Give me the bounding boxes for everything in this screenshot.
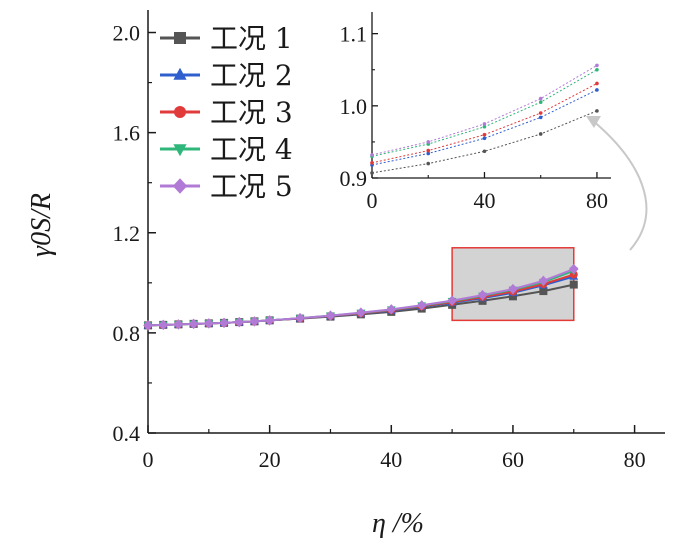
- legend-label: 工况 2: [210, 59, 293, 92]
- legend-item: 工况 5: [160, 170, 293, 203]
- inset-data-point: [370, 161, 374, 165]
- main-plot: 0 20 40 60 80 0.4 0.8 1.2 1.6 2.0: [113, 10, 665, 472]
- inset-series-line: [371, 110, 598, 174]
- data-point: [508, 292, 517, 301]
- y-axis-title: γ0S/R: [26, 193, 57, 257]
- inset-data-point: [538, 115, 543, 120]
- data-point: [143, 320, 153, 331]
- legend-swatch-marker: [173, 144, 187, 157]
- x-tick-label: 80: [624, 447, 646, 472]
- inset-data-point: [426, 161, 431, 166]
- inset-series-line: [371, 89, 598, 166]
- x-tick-label: 0: [143, 447, 154, 472]
- inset-data-point: [595, 81, 599, 86]
- data-point: [295, 312, 305, 324]
- y-tick-label: 1.2: [113, 221, 141, 246]
- legend-item: 工况 4: [160, 133, 293, 166]
- x-axis-title: η /%: [372, 508, 424, 539]
- inset-y-tick-label: 1.1: [340, 22, 368, 47]
- inset-data-point: [482, 149, 487, 154]
- inset-data-point: [482, 136, 487, 141]
- inset-data-point: [482, 124, 487, 129]
- legend-label: 工况 1: [210, 22, 293, 55]
- data-point: [539, 287, 548, 296]
- y-tick-label: 2.0: [113, 21, 141, 46]
- series-5: [143, 263, 579, 331]
- data-point: [173, 319, 184, 330]
- legend-item: 工况 1: [160, 22, 293, 55]
- inset-x-tick-label: 80: [586, 188, 608, 213]
- inset-data-point: [595, 109, 599, 113]
- data-point: [386, 304, 397, 315]
- inset-data-point: [370, 171, 374, 175]
- inset-data-point: [482, 122, 487, 126]
- data-point: [158, 319, 169, 331]
- y-tick-label: 0.8: [113, 321, 141, 346]
- inset-data-point: [538, 111, 543, 115]
- legend-label: 工况 4: [210, 133, 293, 166]
- legend-swatch-marker: [172, 178, 188, 194]
- data-point: [325, 310, 336, 321]
- legend-swatch-marker: [174, 32, 186, 44]
- data-point: [508, 283, 518, 295]
- data-point: [188, 318, 199, 330]
- data-point: [356, 307, 366, 318]
- data-point: [249, 316, 260, 327]
- data-point: [264, 315, 275, 326]
- x-tick-label: 20: [259, 447, 281, 472]
- data-point: [416, 300, 427, 311]
- inset-plot: 0 40 80 0.9 1.0 1.1: [340, 12, 611, 213]
- inset-y-tick-label: 0.9: [340, 166, 368, 191]
- data-point: [568, 263, 579, 275]
- inset-series-3: [370, 81, 599, 165]
- inset-x-tick-label: 0: [367, 188, 378, 213]
- data-point: [219, 317, 229, 329]
- x-tick-label: 40: [380, 447, 402, 472]
- inset-data-point: [538, 100, 543, 105]
- legend-swatch-marker: [174, 106, 186, 118]
- data-point: [234, 316, 245, 328]
- inset-data-point: [538, 96, 543, 101]
- data-point: [477, 289, 488, 301]
- legend: 工况 1 工况 2 工况 3 工况 4 工况 5: [160, 22, 293, 203]
- inset-background: [371, 12, 611, 179]
- inset-data-point: [595, 88, 599, 92]
- inset-data-point: [595, 67, 599, 72]
- inset-data-point: [370, 153, 374, 157]
- inset-data-point: [538, 132, 543, 136]
- legend-item: 工况 2: [160, 59, 293, 92]
- inset-data-point: [595, 63, 599, 68]
- x-tick-label: 60: [502, 447, 524, 472]
- inset-data-point: [482, 132, 487, 137]
- inset-data-point: [426, 151, 431, 156]
- data-point: [569, 280, 578, 289]
- callout-arrow: [591, 119, 648, 251]
- inset-data-point: [426, 148, 431, 153]
- inset-data-point: [426, 140, 431, 144]
- y-tick-label: 0.4: [113, 421, 141, 446]
- callout-arrow-head: [586, 116, 601, 128]
- inset-y-tick-label: 1.0: [340, 94, 368, 119]
- inset-x-tick-label: 40: [473, 188, 495, 213]
- data-point: [204, 318, 214, 329]
- data-point: [447, 295, 457, 306]
- data-point: [538, 275, 549, 287]
- inset-series-5: [370, 63, 599, 157]
- inset-series-1: [370, 109, 599, 175]
- legend-swatch-marker: [173, 67, 187, 80]
- legend-item: 工况 3: [160, 96, 293, 129]
- legend-label: 工况 5: [210, 170, 293, 203]
- y-tick-label: 1.6: [113, 121, 141, 146]
- legend-label: 工况 3: [210, 96, 293, 129]
